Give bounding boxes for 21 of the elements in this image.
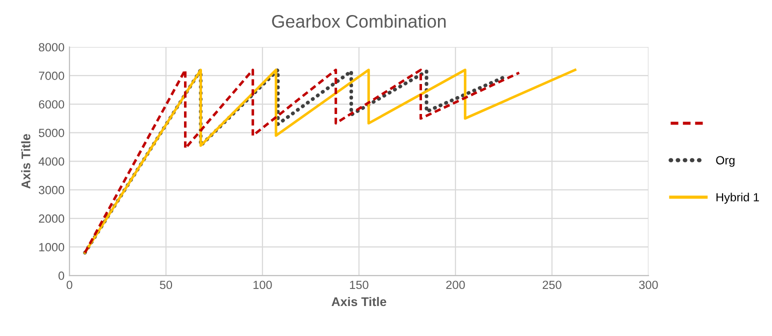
chart-title: Gearbox Combination	[272, 14, 446, 28]
x-tick-label: 250	[542, 280, 562, 290]
y-tick-label: 6000	[38, 100, 64, 109]
y-axis-title: Axis Title	[21, 134, 30, 189]
y-tick-label: 5000	[38, 128, 64, 138]
legend-label: Hybrid 1	[716, 192, 759, 204]
x-tick-label: 150	[350, 280, 368, 290]
legend-label: Org	[716, 156, 734, 167]
y-tick-label: 2000	[38, 214, 64, 223]
y-tick-label: 4000	[38, 157, 64, 166]
x-tick-label: 100	[254, 280, 272, 290]
y-tick-label: 7000	[38, 72, 64, 80]
x-tick-label: 0	[66, 280, 72, 290]
y-tick-label: 0	[58, 272, 64, 280]
x-tick-label: 300	[639, 280, 658, 290]
y-tick-label: 3000	[38, 186, 64, 194]
x-axis-title: Axis Title	[332, 296, 386, 306]
y-tick-label: 1000	[39, 242, 64, 252]
x-tick-label: 50	[160, 280, 172, 290]
y-tick-label: 8000	[38, 43, 64, 52]
x-tick-label: 200	[446, 280, 465, 290]
